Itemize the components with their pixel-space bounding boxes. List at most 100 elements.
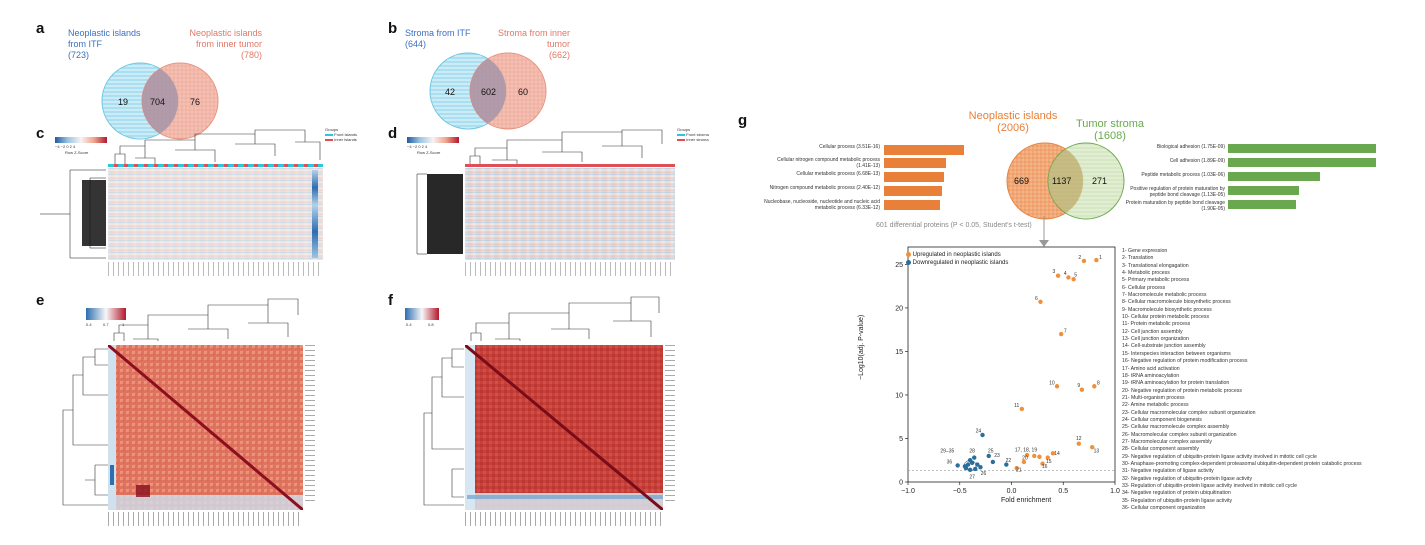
up-point xyxy=(1040,461,1045,466)
go-term-item: 3- Translational elongagation xyxy=(1122,262,1189,269)
up-point xyxy=(1092,384,1097,389)
point-label: 21 xyxy=(1016,468,1022,474)
scatter-y-label: −Log10(adj. P-value) xyxy=(858,314,865,380)
color-scale-e-tick-2: 0.7 xyxy=(103,322,109,327)
color-scale-d xyxy=(407,137,459,143)
x-tick-label: 0.5 xyxy=(1058,488,1068,495)
point-label: 4 xyxy=(1064,271,1067,277)
venn-g-overlap: 1137 xyxy=(1052,176,1072,186)
green-bar-label: Positive regulation of protein maturatio… xyxy=(1130,186,1225,198)
legend-down-label: Downregulated in neoplastic islands xyxy=(912,260,1009,266)
up-point xyxy=(1024,452,1030,458)
differential-proteins-caption: 601 differential proteins (P < 0.05, Stu… xyxy=(876,222,1032,229)
point-label: 20 xyxy=(1022,455,1028,461)
plot-frame xyxy=(907,246,1116,483)
go-term-item: 17- Amino acid activation xyxy=(1122,365,1180,372)
venn-b-left-only: 42 xyxy=(445,87,456,97)
point-label: 14 xyxy=(1054,451,1060,457)
go-term-item: 1- Gene expression xyxy=(1122,248,1168,254)
go-term-item: 32- Negative regulation of ubiquitin-pro… xyxy=(1122,475,1253,482)
go-term-item: 27- Macromolecular complex assembly xyxy=(1122,438,1212,445)
go-term-item: 29- Negative regulation of ubiquitin-pro… xyxy=(1122,453,1317,460)
up-point xyxy=(1094,257,1099,263)
venn-b-left-label: Stroma from ITF (644) xyxy=(405,28,471,49)
dendrogram-d-top xyxy=(469,129,663,164)
down-point xyxy=(955,463,960,468)
x-tick-label: 0.0 xyxy=(1007,488,1017,495)
go-term-item: 28- Cellular component assembly xyxy=(1122,446,1199,453)
venn-g-right-title: Tumor stroma (1608) xyxy=(1075,118,1145,142)
go-term-item: 35- Regulation of ubiquitin-protein liga… xyxy=(1122,497,1233,504)
color-scale-d-ticks: −4 −2 0 2 4 xyxy=(407,144,428,149)
panel-letter-d: d xyxy=(388,125,398,142)
down-point xyxy=(990,459,996,465)
up-point xyxy=(1081,258,1087,264)
venn-a-right-label: Neoplastic islands from inner tumor (780… xyxy=(189,28,262,60)
go-term-item: 2- Translation xyxy=(1122,255,1154,262)
go-term-item: 33- Regulation of ubiquitin-protein liga… xyxy=(1122,483,1298,489)
panel-letter-c: c xyxy=(36,125,45,142)
orange-bar-label: Cellular process (3.51E-16) xyxy=(819,144,880,150)
dendrogram-f-top xyxy=(470,296,660,341)
point-label: 8 xyxy=(1097,381,1100,387)
up-point xyxy=(1050,451,1056,456)
down-point xyxy=(978,465,983,470)
point-label: 13 xyxy=(1094,448,1100,454)
cluster-ellipse xyxy=(963,460,977,471)
y-tick-label: 0 xyxy=(899,480,903,487)
venn-a-overlap: 704 xyxy=(150,97,166,107)
x-tick-label: 1.0 xyxy=(1110,488,1120,495)
go-term-item: 18- tRNA aminoacylation xyxy=(1122,372,1180,379)
venn-b-right-label: Stroma from inner tumor (662) xyxy=(497,28,570,60)
venn-g-left-only: 669 xyxy=(1014,176,1030,186)
orange-bar-label: Nucleobase, nucleoside, nucleotide and n… xyxy=(764,199,880,211)
point-label: 15 xyxy=(1046,459,1052,465)
orange-bar-label: Cellular nitrogen compound metabolic pro… xyxy=(777,157,880,169)
point-label: 17, 18, 19 xyxy=(1015,448,1037,454)
go-term-item: 6- Cellular process xyxy=(1122,284,1166,291)
heatmap-f-row-labels xyxy=(665,345,675,505)
up-point xyxy=(1019,406,1025,412)
up-point xyxy=(1066,275,1071,280)
point-label: 10 xyxy=(1049,381,1055,387)
green-bar xyxy=(1228,158,1376,167)
venn-g-left-title: Neoplastic islands (2006) xyxy=(968,110,1058,134)
point-label: 26 xyxy=(981,471,987,477)
down-point xyxy=(972,455,977,460)
orange-bar-label: Nitrogen compound metabolic process (2.4… xyxy=(769,185,880,191)
y-tick-label: 10 xyxy=(895,392,903,399)
go-term-item: 19- tRNA aminoacylation for protein tran… xyxy=(1122,380,1230,387)
go-term-item: 25- Cellular macromolecule complex assem… xyxy=(1122,424,1230,431)
go-term-item: 15- Interspecies interaction between org… xyxy=(1122,350,1231,357)
orange-bar xyxy=(884,200,940,210)
color-scale-e-tick-3: 1 xyxy=(122,322,125,327)
up-point xyxy=(1055,273,1061,278)
up-point xyxy=(1045,455,1050,460)
heatmap-d xyxy=(465,168,675,260)
point-label: 2 xyxy=(1078,255,1081,261)
panel-letter-f: f xyxy=(388,292,393,309)
go-term-item: 26- Macromolecular complex subunit organ… xyxy=(1122,431,1237,438)
panel-letter-e: e xyxy=(36,292,45,309)
heatmap-c-accent xyxy=(312,170,318,258)
green-bar-label: Protein maturation by peptide bond cleav… xyxy=(1125,200,1225,212)
venn-a-left-label: Neoplastic islands from ITF (723) xyxy=(68,28,141,60)
venn-b xyxy=(429,52,547,130)
down-point xyxy=(1004,462,1009,467)
point-label: 11 xyxy=(1014,403,1019,409)
go-term-item: 16- Negative regulation of protein modif… xyxy=(1122,358,1248,365)
color-scale-c-ticks: −4 −2 0 2 4 xyxy=(55,144,76,149)
scatter-x-label: Fold enrichment xyxy=(1001,497,1052,504)
go-term-item: 7- Macromolecule metabolic process xyxy=(1122,292,1207,299)
point-label: 9 xyxy=(1077,383,1080,389)
dendrogram-c-left xyxy=(40,169,106,259)
up-point xyxy=(1014,465,1019,471)
venn-b-overlap: 602 xyxy=(481,87,497,97)
orange-bar xyxy=(884,145,964,155)
green-bar-label: Cell adhesion (1.89E-09) xyxy=(1169,158,1225,164)
heatmap-f-col-labels xyxy=(465,512,663,526)
heatmap-e xyxy=(108,345,303,510)
y-tick-label: 5 xyxy=(899,436,903,443)
venn-g xyxy=(1006,142,1125,220)
